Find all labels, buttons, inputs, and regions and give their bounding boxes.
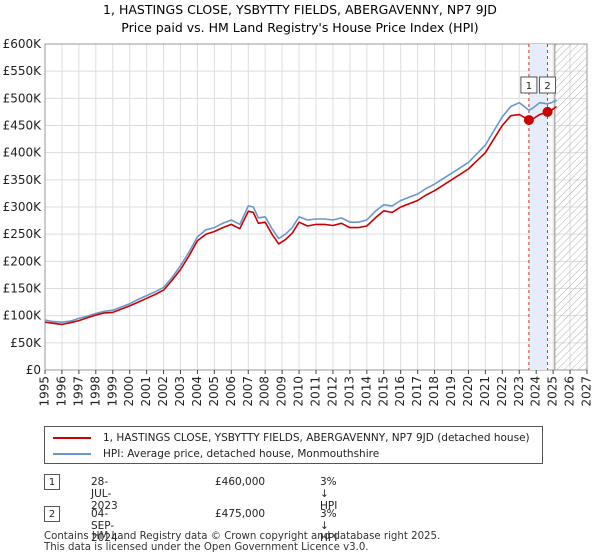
x-tick-label: 2013 (342, 376, 356, 407)
sale-label: 1 (526, 81, 532, 92)
sale-period-shade (528, 44, 548, 370)
x-tick-label: 2025 (546, 376, 560, 407)
y-tick-label: £350K (3, 173, 43, 187)
x-tick-label: 2000 (122, 376, 136, 407)
sale-label: 2 (544, 81, 550, 92)
x-tick-label: 1995 (38, 376, 52, 407)
transaction-date: 04-SEP-2024 (91, 508, 118, 544)
x-tick-label: 2006 (224, 376, 238, 407)
y-tick-label: £250K (3, 227, 43, 241)
x-tick-label: 2027 (580, 376, 594, 407)
x-tick-label: 2019 (444, 376, 458, 407)
x-tick-label: 2015 (376, 376, 390, 407)
legend-label-property: 1, HASTINGS CLOSE, YSBYTTY FIELDS, ABERG… (103, 432, 530, 444)
transaction-date: 28-JUL-2023 (91, 476, 118, 512)
price-chart: 1, HASTINGS CLOSE, YSBYTTY FIELDS, ABERG… (3, 2, 594, 407)
x-tick-label: 2023 (512, 376, 526, 407)
x-tick-label: 1996 (54, 376, 68, 407)
sale-point (542, 106, 553, 117)
x-tick-label: 2021 (478, 376, 492, 407)
y-tick-label: £200K (3, 254, 43, 268)
x-tick-label: 2012 (325, 376, 339, 407)
legend-swatch-property (53, 437, 91, 439)
transaction-hpi-note: 3% ↓ HPI (320, 508, 338, 544)
chart-subtitle: Price paid vs. HM Land Registry's House … (121, 20, 478, 35)
y-tick-label: £400K (3, 146, 43, 160)
hpi-line (44, 99, 557, 323)
footer-copyright: Contains HM Land Registry data © Crown c… (44, 531, 441, 542)
x-tick-label: 2003 (173, 376, 187, 407)
x-tick-label: 2002 (156, 376, 170, 407)
sale-label-box (539, 76, 557, 94)
x-tick-label: 2011 (309, 376, 323, 407)
x-tick-label: 2008 (258, 376, 272, 407)
x-tick-label: 1999 (105, 376, 119, 407)
property-price-line (44, 105, 557, 326)
transaction-hpi-note: 3% ↓ HPI (320, 476, 338, 512)
x-tick-label: 1998 (88, 376, 102, 407)
x-tick-label: 2024 (529, 376, 543, 407)
x-tick-label: 1997 (71, 376, 85, 407)
sale-point (523, 115, 534, 126)
y-tick-label: £550K (3, 64, 43, 78)
x-tick-label: 2004 (190, 376, 204, 407)
x-tick-label: 2007 (241, 376, 255, 407)
x-tick-label: 2014 (359, 376, 373, 407)
y-tick-label: £150K (3, 282, 43, 296)
chart-title: 1, HASTINGS CLOSE, YSBYTTY FIELDS, ABERG… (103, 2, 497, 17)
x-tick-label: 2009 (275, 376, 289, 407)
x-tick-label: 2018 (427, 376, 441, 407)
x-tick-label: 2001 (139, 376, 153, 407)
x-tick-label: 2005 (207, 376, 221, 407)
legend-entry-hpi: HPI: Average price, detached house, Monm… (53, 446, 379, 462)
y-tick-label: £500K (3, 91, 43, 105)
transaction-number: 2 (44, 506, 60, 522)
sale-label-box (520, 76, 538, 94)
transaction-number: 1 (44, 474, 60, 490)
legend: 1, HASTINGS CLOSE, YSBYTTY FIELDS, ABERG… (44, 426, 543, 464)
y-tick-label: £50K (10, 336, 42, 350)
x-tick-label: 2026 (563, 376, 577, 407)
y-tick-label: £300K (3, 200, 43, 214)
y-tick-label: £0 (26, 363, 41, 377)
x-tick-label: 2020 (461, 376, 475, 407)
legend-entry-property: 1, HASTINGS CLOSE, YSBYTTY FIELDS, ABERG… (53, 430, 530, 446)
transaction-price: £460,000 (215, 476, 266, 488)
x-tick-label: 2022 (495, 376, 509, 407)
future-hatch-region (554, 44, 587, 370)
y-tick-label: £100K (3, 309, 43, 323)
x-tick-label: 2016 (393, 376, 407, 407)
footer-licence: This data is licensed under the Open Gov… (44, 542, 369, 553)
transaction-price: £475,000 (215, 508, 266, 520)
y-tick-label: £450K (3, 119, 43, 133)
x-tick-label: 2010 (292, 376, 306, 407)
y-tick-label: £600K (3, 37, 43, 51)
legend-swatch-hpi (53, 453, 91, 455)
footer: Contains HM Land Registry data © Crown c… (44, 531, 440, 553)
legend-label-hpi: HPI: Average price, detached house, Monm… (103, 448, 380, 460)
x-tick-label: 2017 (410, 376, 424, 407)
